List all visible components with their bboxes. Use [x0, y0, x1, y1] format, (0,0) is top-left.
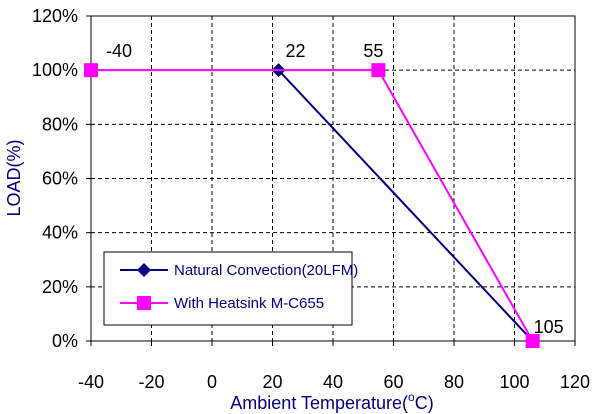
x-axis-label-main: Ambient Temperature( — [230, 393, 408, 413]
legend-label-natural-convection: Natural Convection(20LFM) — [174, 262, 358, 279]
x-tick-label: 120 — [560, 372, 590, 392]
y-tick-label: 120% — [32, 6, 78, 26]
legend-box — [103, 251, 353, 326]
square-marker — [525, 334, 540, 348]
x-tick-label: 40 — [323, 372, 343, 392]
point-annotation: 55 — [363, 41, 383, 61]
x-tick-label: 60 — [383, 372, 403, 392]
x-axis-label-degree: o — [408, 390, 415, 404]
y-tick-label: 20% — [42, 277, 78, 297]
x-tick-label: 0 — [207, 372, 217, 392]
x-tick-label: -40 — [78, 372, 104, 392]
x-axis-label-unit: C) — [415, 393, 434, 413]
y-tick-label: 0% — [52, 331, 78, 351]
legend: Natural Convection(20LFM) With Heatsink … — [103, 251, 358, 326]
y-tick-label: 60% — [42, 169, 78, 189]
legend-label-heatsink: With Heatsink M-C655 — [174, 295, 324, 312]
axis-ticks: -40 -20 0 20 40 60 80 100 120 0% 20% 40% 60% 80% 100% 1… — [32, 6, 590, 392]
legend-marker-square — [137, 296, 151, 310]
y-tick-label: 80% — [42, 114, 78, 134]
x-axis-label: Ambient Temperature(oC) — [230, 390, 433, 413]
legend-marker-diamond — [137, 263, 151, 277]
y-tick-label: 40% — [42, 223, 78, 243]
point-annotation: 105 — [534, 317, 564, 337]
y-axis-label: LOAD(%) — [4, 139, 24, 216]
series-line-0 — [277, 69, 534, 342]
x-tick-label: 100 — [499, 372, 529, 392]
x-tick-label: 20 — [262, 372, 282, 392]
x-tick-label: -20 — [138, 372, 164, 392]
point-annotation: 22 — [286, 41, 306, 61]
point-annotation: -40 — [106, 41, 132, 61]
square-marker — [84, 63, 98, 78]
point-annotations: -40 22 55 105 — [106, 41, 564, 337]
y-tick-label: 100% — [32, 60, 78, 80]
data-series — [84, 63, 540, 348]
square-marker — [371, 63, 386, 78]
x-tick-label: 80 — [444, 372, 464, 392]
